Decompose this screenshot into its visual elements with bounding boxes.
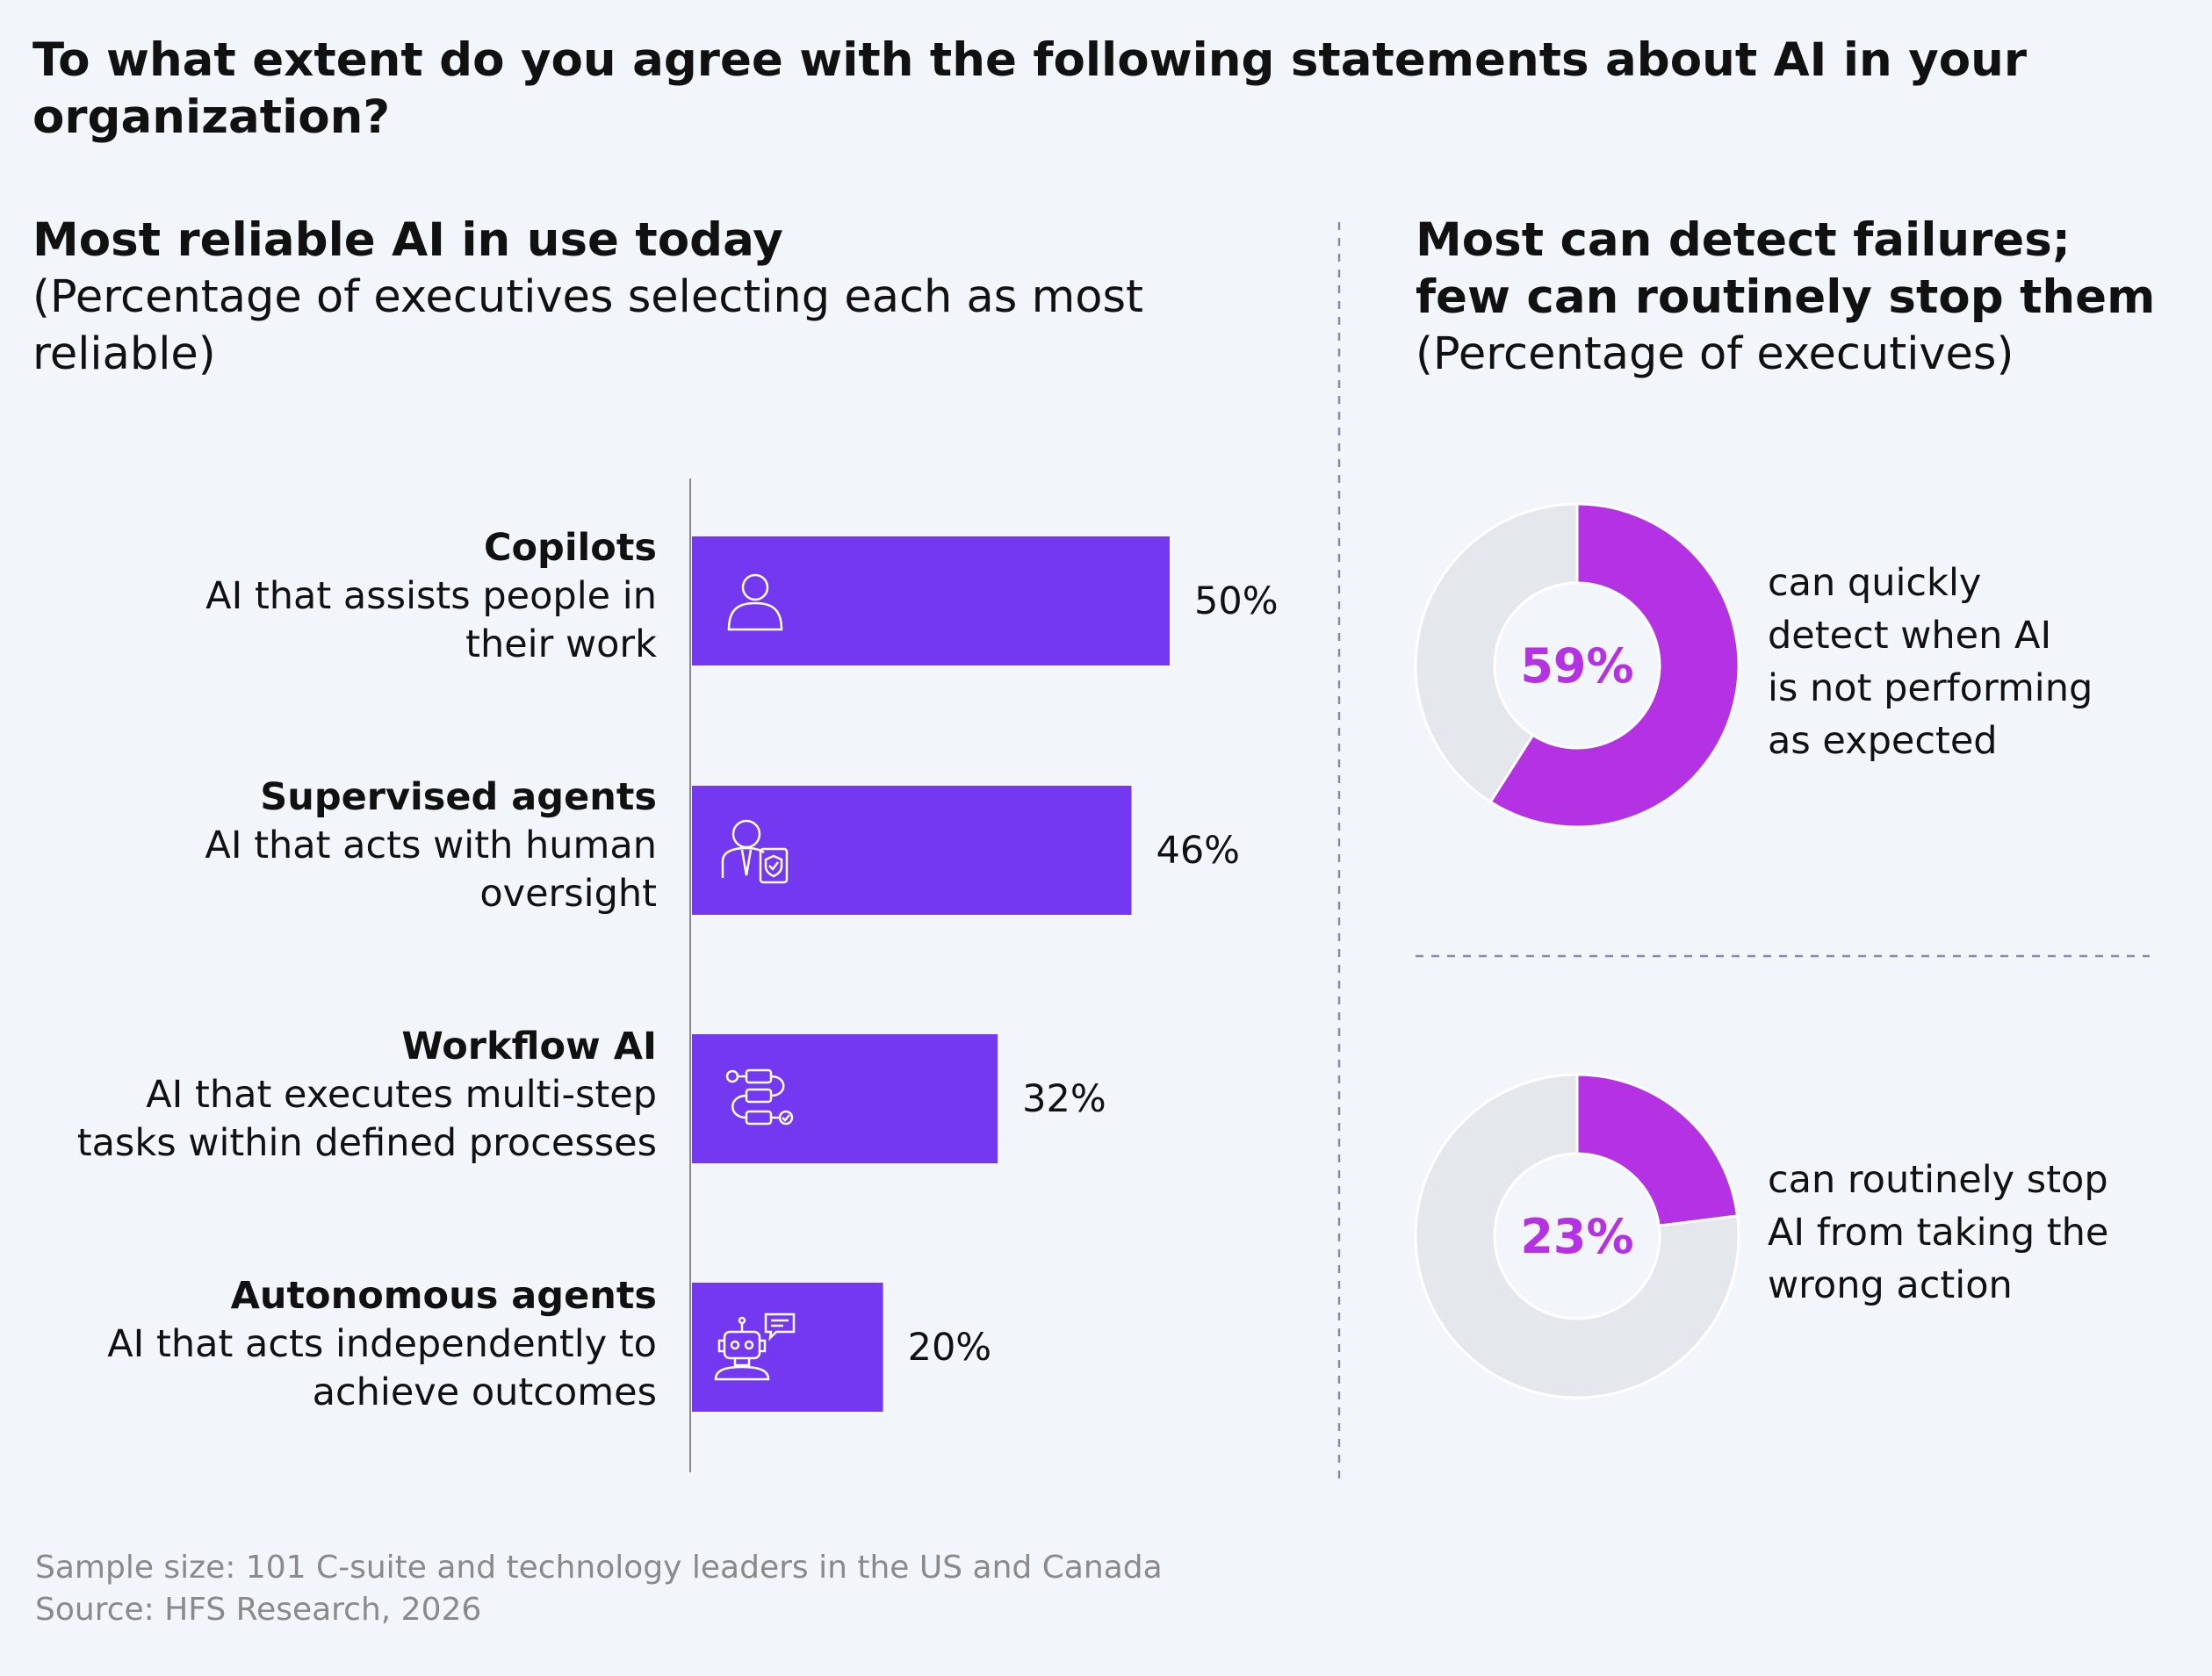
category-description-line: tasks within defined processes	[76, 1121, 657, 1165]
category-label: Supervised agents AI that acts with huma…	[0, 773, 657, 918]
right-panel-header: Most can detect failures; few can routin…	[1416, 212, 2206, 383]
bar-value-label: 32%	[1022, 1076, 1106, 1121]
category-label: Copilots AI that assists people in their…	[0, 524, 657, 669]
left-panel-header: Most reliable AI in use today (Percentag…	[32, 212, 1297, 383]
donut-caption-line: AI from taking the	[1768, 1211, 2109, 1255]
left-panel-title: Most reliable AI in use today	[32, 213, 783, 267]
category-label: Workflow AI AI that executes multi-step …	[0, 1023, 657, 1168]
supervisor-shield-icon	[721, 819, 789, 884]
donut-caption-line: is not performing	[1768, 666, 2093, 710]
donut-center-label: 59%	[1520, 638, 1633, 694]
donut-slice-rest	[1414, 1073, 1740, 1399]
donut-caption-line: detect when AI	[1768, 614, 2052, 658]
bar	[692, 1034, 998, 1163]
left-panel-subtitle: (Percentage of executives selecting each…	[32, 271, 1144, 380]
donut-caption: can quickly detect when AI is not perfor…	[1768, 557, 2172, 767]
category-description-line: AI that acts with human	[205, 824, 657, 867]
bars-group	[692, 536, 1170, 1412]
donut-caption-line: can quickly	[1768, 561, 1982, 605]
category-description-line: AI that acts independently to	[107, 1322, 657, 1366]
donut-slice-rest	[1414, 502, 1579, 804]
robot-chat-icon	[714, 1313, 796, 1381]
category-name: Supervised agents	[260, 775, 657, 819]
bar	[692, 786, 1132, 915]
workflow-icon	[725, 1068, 794, 1126]
donut-slice-highlight	[1488, 502, 1740, 829]
main-title: To what extent do you agree with the fol…	[32, 33, 2028, 144]
category-description-line: AI that executes multi-step	[146, 1073, 657, 1117]
right-panel-subtitle: (Percentage of executives)	[1416, 328, 2014, 380]
category-name: Copilots	[483, 526, 657, 570]
bar-value-label: 46%	[1156, 828, 1241, 873]
bar	[692, 1283, 883, 1412]
right-panel-title-line1: Most can detect failures;	[1416, 213, 2071, 267]
bar	[692, 536, 1170, 665]
sample-size-note: Sample size: 101 C-suite and technology …	[35, 1550, 1163, 1586]
bar-icons	[714, 573, 796, 1381]
category-description-line: achieve outcomes	[312, 1370, 657, 1414]
person-icon	[727, 573, 783, 631]
right-panel-title-line2: few can routinely stop them	[1416, 270, 2156, 324]
category-description-line: AI that assists people in	[205, 574, 657, 618]
donut-caption-line: as expected	[1768, 719, 1998, 763]
bar-value-label: 20%	[907, 1325, 992, 1370]
source-note: Source: HFS Research, 2026	[35, 1592, 482, 1628]
category-name: Workflow AI	[401, 1025, 657, 1068]
donut-center-label: 23%	[1520, 1209, 1633, 1264]
donut-caption-line: wrong action	[1768, 1263, 2013, 1307]
donut-charts: 59% 23%	[1414, 502, 1740, 1399]
donut-caption-line: can routinely stop	[1768, 1158, 2108, 1202]
bar-value-label: 50%	[1194, 579, 1279, 623]
category-description-line: oversight	[479, 872, 657, 916]
donut-slice-highlight	[1575, 1073, 1740, 1227]
donut-caption: can routinely stop AI from taking the wr…	[1768, 1154, 2172, 1312]
category-label: Autonomous agents AI that acts independe…	[0, 1272, 657, 1417]
category-description-line: their work	[465, 622, 657, 666]
category-name: Autonomous agents	[230, 1274, 657, 1318]
